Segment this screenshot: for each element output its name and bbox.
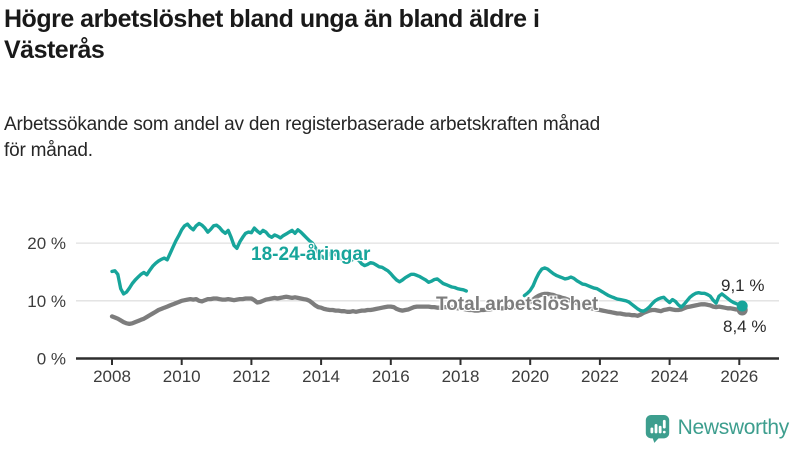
x-tick-label: 2016 [372, 367, 410, 386]
end-value-label-total: 8,4 % [723, 317, 767, 336]
newsworthy-logo-icon [645, 414, 669, 443]
x-tick-label: 2026 [720, 367, 758, 386]
chart-title-line1: Högre arbetslöshet bland unga än bland ä… [4, 5, 540, 33]
x-tick-label: 2014 [302, 367, 340, 386]
x-tick-label: 2008 [93, 367, 131, 386]
y-tick-label: 0 % [37, 350, 66, 369]
x-tick-label: 2010 [163, 367, 201, 386]
x-tick-label: 2020 [511, 367, 549, 386]
y-tick-label: 10 % [27, 292, 66, 311]
x-tick-label: 2022 [581, 367, 619, 386]
chart-subtitle-line2: för månad. [4, 140, 93, 161]
brand-name: Newsworthy [677, 416, 790, 439]
newsworthy-brand-link[interactable]: Newsworthy [644, 413, 789, 443]
series-line-total [109, 291, 745, 327]
chart-title: Högre arbetslöshet bland unga än bland ä… [4, 4, 784, 66]
end-value-label-young: 9,1 % [721, 276, 765, 295]
chart-subtitle: Arbetssökande som andel av den registerb… [4, 112, 784, 164]
x-tick-label: 2024 [651, 367, 689, 386]
chart-title-line2: Västerås [4, 36, 105, 64]
x-tick-label: 2018 [442, 367, 480, 386]
chart-subtitle-line1: Arbetssökande som andel av den registerb… [4, 114, 601, 135]
series-line-young [110, 221, 744, 313]
y-tick-label: 20 % [27, 234, 66, 253]
series-label-total: Total arbetslöshet [436, 294, 599, 315]
series-end-dot-young [736, 300, 748, 312]
series-label-young: 18-24-åringar [251, 244, 371, 265]
x-tick-label: 2012 [232, 367, 270, 386]
